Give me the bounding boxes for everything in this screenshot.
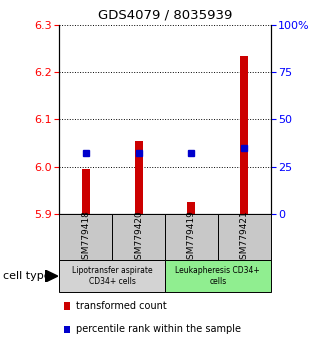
Text: GSM779418: GSM779418 [81, 210, 90, 265]
Text: transformed count: transformed count [76, 301, 167, 311]
Bar [187, 202, 195, 214]
Bar [135, 141, 143, 214]
Bar [112, 214, 165, 260]
Text: GSM779419: GSM779419 [187, 210, 196, 265]
Bar [165, 260, 271, 292]
Bar [63, 326, 70, 333]
Text: percentile rank within the sample: percentile rank within the sample [76, 324, 241, 334]
Text: Lipotransfer aspirate
CD34+ cells: Lipotransfer aspirate CD34+ cells [72, 267, 152, 286]
Bar [240, 56, 248, 214]
Polygon shape [45, 270, 58, 282]
Bar [218, 214, 271, 260]
Text: Leukapheresis CD34+
cells: Leukapheresis CD34+ cells [176, 267, 260, 286]
Bar [59, 260, 165, 292]
Text: cell type: cell type [3, 271, 51, 281]
Bar [59, 214, 112, 260]
Bar [82, 169, 90, 214]
Bar [63, 302, 70, 309]
Text: GDS4079 / 8035939: GDS4079 / 8035939 [98, 9, 232, 22]
Text: GSM779421: GSM779421 [240, 210, 249, 264]
Text: GSM779420: GSM779420 [134, 210, 143, 264]
Bar [165, 214, 218, 260]
